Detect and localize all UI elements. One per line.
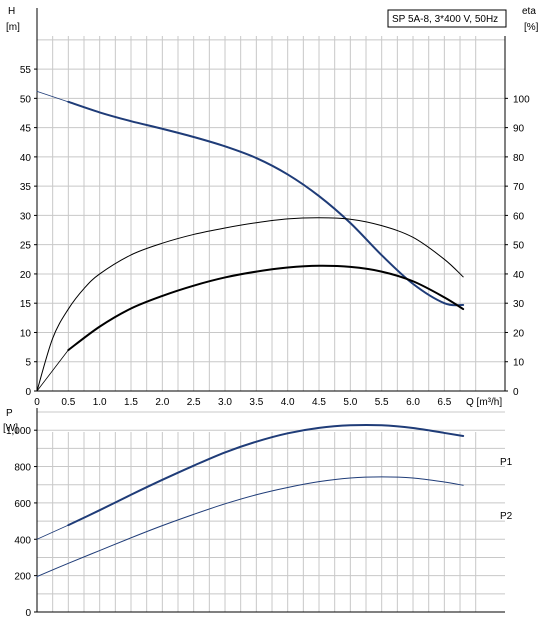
- power-tick-label: 600: [14, 499, 31, 510]
- power-tick-label: 400: [14, 535, 31, 546]
- curves: [36, 90, 465, 578]
- eta-tick-label: 20: [513, 328, 525, 339]
- head-tick-label: 0: [25, 387, 31, 398]
- head-tick-label: 15: [20, 299, 32, 310]
- power-curve-0: [67, 423, 465, 527]
- flow-tick-label: 3.0: [218, 397, 232, 408]
- efficiency-curve-2: [36, 217, 464, 392]
- flow-tick-label: 2.0: [155, 397, 169, 408]
- bottom-panel-grid: [37, 411, 505, 612]
- power-curve-1: [36, 524, 69, 540]
- head-tick-label: 20: [20, 270, 32, 281]
- eta-tick-label: 50: [513, 241, 525, 252]
- eta-tick-label: 40: [513, 270, 525, 281]
- flow-tick-label: 0.5: [61, 397, 75, 408]
- flow-axis-label: Q [m³/h]: [466, 397, 502, 408]
- head-tick-label: 50: [20, 94, 32, 105]
- flow-tick-label: 5.0: [343, 397, 357, 408]
- power-axis-unit: [W]: [3, 423, 18, 434]
- head-tick-label: 55: [20, 65, 32, 76]
- flow-tick-label: 4.0: [281, 397, 295, 408]
- power-axis-name: P: [6, 408, 13, 419]
- tick-labels: 0 5 10 15 20 25 30 35 40 45 50 55 0 10 20 30 40 50 60 70 80 9…: [6, 65, 530, 619]
- chart-title: SP 5A-8, 3*400 V, 50Hz: [392, 14, 498, 25]
- eta-axis-unit: [%]: [524, 22, 539, 33]
- eta-axis-name: eta: [522, 6, 536, 17]
- eta-tick-label: 0: [513, 387, 519, 398]
- eta-tick-label: 100: [513, 94, 530, 105]
- head-tick-label: 40: [20, 153, 32, 164]
- flow-tick-label: 0: [34, 397, 40, 408]
- head-tick-label: 30: [20, 211, 32, 222]
- top-panel-grid: [37, 36, 505, 391]
- legend-p1: P1: [500, 457, 513, 468]
- eta-tick-label: 30: [513, 299, 525, 310]
- head-axis-name: H: [8, 6, 15, 17]
- flow-tick-label: 3.5: [249, 397, 263, 408]
- head-tick-label: 25: [20, 241, 32, 252]
- efficiency-curve-3: [67, 264, 465, 352]
- head-tick-label: 10: [20, 328, 32, 339]
- eta-tick-label: 90: [513, 124, 525, 135]
- flow-tick-label: 4.5: [312, 397, 326, 408]
- head-tick-label: 45: [20, 124, 32, 135]
- power-tick-label: 800: [14, 463, 31, 474]
- power-tick-label: 0: [25, 608, 31, 619]
- legend-p2: P2: [500, 511, 513, 522]
- eta-tick-label: 70: [513, 182, 525, 193]
- flow-tick-label: 6.0: [406, 397, 420, 408]
- eta-tick-label: 80: [513, 153, 525, 164]
- power-curve-2: [36, 476, 464, 578]
- flow-tick-label: 5.5: [375, 397, 389, 408]
- power-tick-label: 200: [14, 572, 31, 583]
- flow-tick-label: 1.5: [124, 397, 138, 408]
- head-curve-0: [67, 100, 465, 307]
- head-axis-unit: [m]: [6, 22, 20, 33]
- eta-tick-label: 10: [513, 358, 525, 369]
- head-tick-label: 5: [25, 358, 31, 369]
- head-tick-label: 35: [20, 182, 32, 193]
- head-curve-1: [36, 90, 69, 103]
- power-tick-label: 1,000: [6, 426, 31, 437]
- title-box: [387, 9, 507, 28]
- flow-tick-label: 6.5: [437, 397, 451, 408]
- flow-tick-label: 2.5: [187, 397, 201, 408]
- flow-tick-label: 1.0: [93, 397, 107, 408]
- eta-tick-label: 60: [513, 211, 525, 222]
- axes-frame: [34, 8, 508, 613]
- efficiency-curve-4: [36, 349, 69, 392]
